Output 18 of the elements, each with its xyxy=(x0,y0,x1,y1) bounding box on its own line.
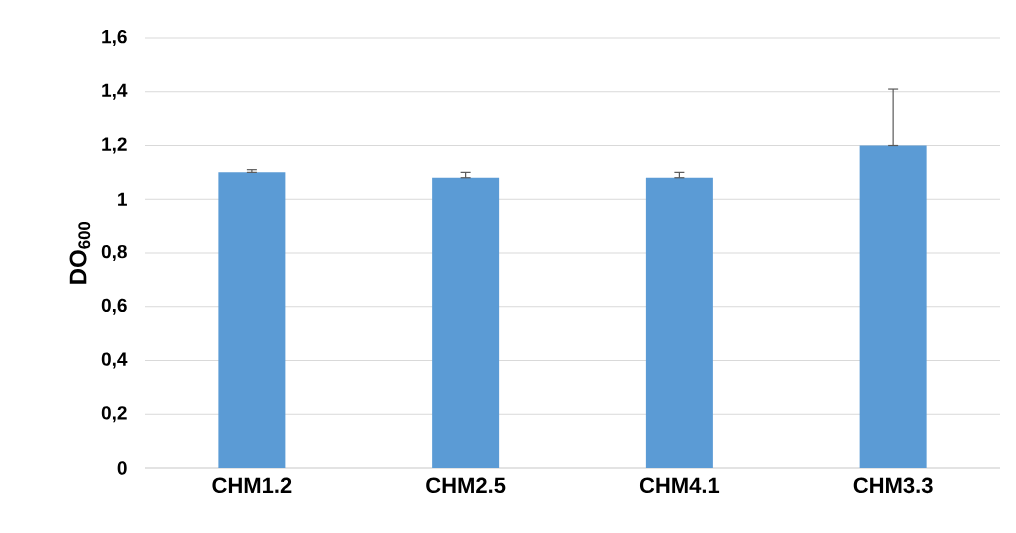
y-tick-label: 0,4 xyxy=(101,352,128,369)
y-tick-label: 0,6 xyxy=(101,298,127,315)
x-tick-label: CHM2.5 xyxy=(426,477,506,494)
bar xyxy=(645,177,713,468)
y-tick-label: 1 xyxy=(118,192,127,206)
y-tick-label: 0,8 xyxy=(101,244,127,262)
bar xyxy=(218,172,286,468)
y-axis-title: DO$_{600}$ xyxy=(69,221,91,284)
bar xyxy=(859,145,927,468)
y-tick-label: 0 xyxy=(117,461,127,475)
y-tick-label: 1,4 xyxy=(102,83,128,100)
x-tick-label: CHM1.2 xyxy=(212,477,292,494)
x-tick-label: CHM3.3 xyxy=(853,477,933,494)
y-tick-label: 0,2 xyxy=(101,406,127,423)
bar xyxy=(432,177,500,468)
y-tick-label: 1,6 xyxy=(102,29,127,47)
x-tick-label: CHM4.1 xyxy=(639,477,720,494)
y-tick-label: 1,2 xyxy=(102,137,127,154)
